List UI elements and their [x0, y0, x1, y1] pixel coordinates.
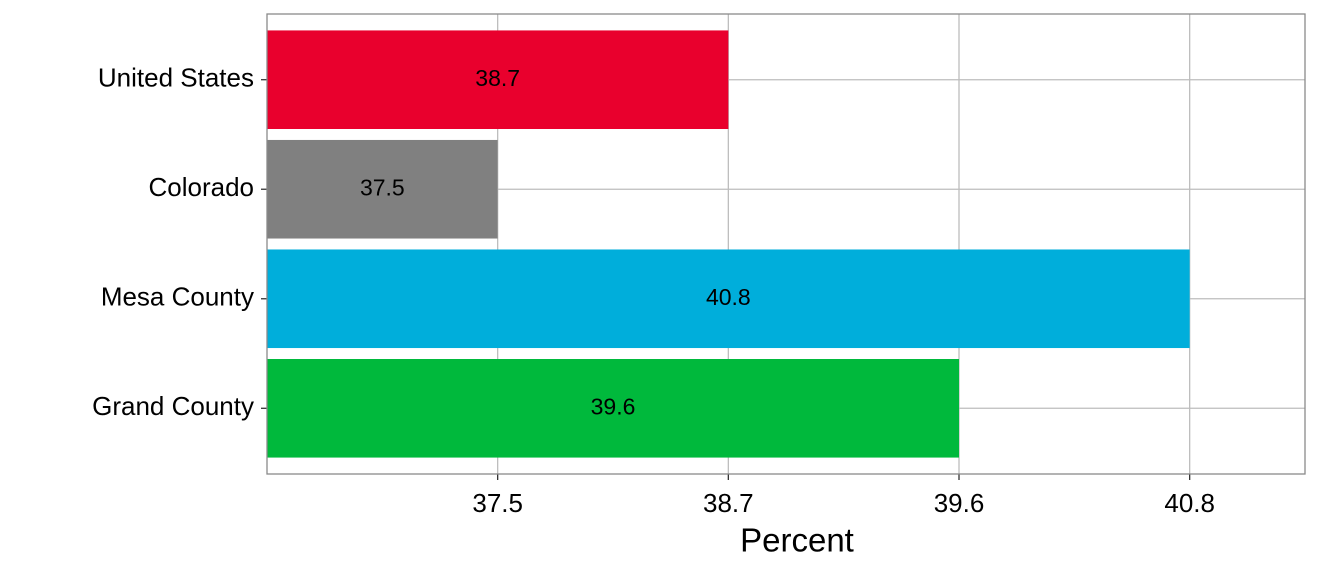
- bar: [267, 139, 498, 239]
- data-label: 39.6: [591, 393, 636, 419]
- y-tick-label: United States: [98, 63, 254, 93]
- bar: [267, 359, 959, 458]
- y-tick-label: Colorado: [148, 172, 254, 202]
- data-label: 38.7: [475, 65, 520, 91]
- data-label: 37.5: [360, 174, 405, 200]
- x-tick-label: 37.5: [472, 488, 523, 518]
- data-label: 40.8: [706, 284, 751, 310]
- y-tick-label: Mesa County: [101, 282, 254, 312]
- x-tick-label: 39.6: [934, 488, 985, 518]
- bar: [267, 30, 729, 129]
- x-axis-title: Percent: [740, 522, 854, 559]
- x-tick-label: 38.7: [703, 488, 754, 518]
- bar: [267, 249, 1190, 349]
- y-tick-label: Grand County: [92, 391, 254, 421]
- panel-border: [266, 13, 1306, 475]
- x-tick-label: 40.8: [1164, 488, 1215, 518]
